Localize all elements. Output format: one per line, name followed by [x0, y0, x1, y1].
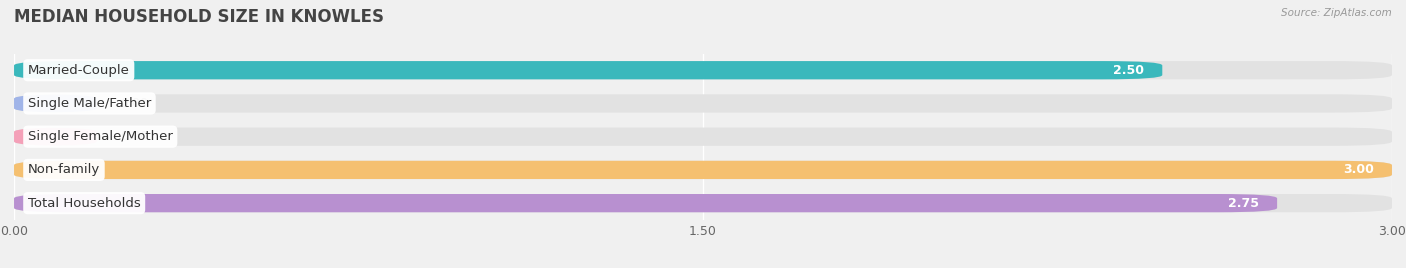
FancyBboxPatch shape: [14, 161, 1392, 179]
Text: Single Female/Mother: Single Female/Mother: [28, 130, 173, 143]
Text: Source: ZipAtlas.com: Source: ZipAtlas.com: [1281, 8, 1392, 18]
Text: 0.00: 0.00: [120, 130, 148, 143]
Text: 3.00: 3.00: [1343, 163, 1374, 176]
FancyBboxPatch shape: [14, 61, 1163, 79]
Text: 2.50: 2.50: [1114, 64, 1144, 77]
FancyBboxPatch shape: [14, 94, 1392, 113]
Text: Non-family: Non-family: [28, 163, 100, 176]
FancyBboxPatch shape: [14, 194, 1277, 212]
FancyBboxPatch shape: [14, 61, 1392, 79]
FancyBboxPatch shape: [14, 128, 1392, 146]
FancyBboxPatch shape: [14, 194, 1392, 212]
Text: Married-Couple: Married-Couple: [28, 64, 129, 77]
FancyBboxPatch shape: [14, 128, 97, 146]
Text: 2.75: 2.75: [1227, 197, 1258, 210]
Text: MEDIAN HOUSEHOLD SIZE IN KNOWLES: MEDIAN HOUSEHOLD SIZE IN KNOWLES: [14, 8, 384, 26]
FancyBboxPatch shape: [14, 94, 97, 113]
Text: Single Male/Father: Single Male/Father: [28, 97, 150, 110]
Text: Total Households: Total Households: [28, 197, 141, 210]
Text: 0.00: 0.00: [120, 97, 148, 110]
FancyBboxPatch shape: [14, 161, 1392, 179]
